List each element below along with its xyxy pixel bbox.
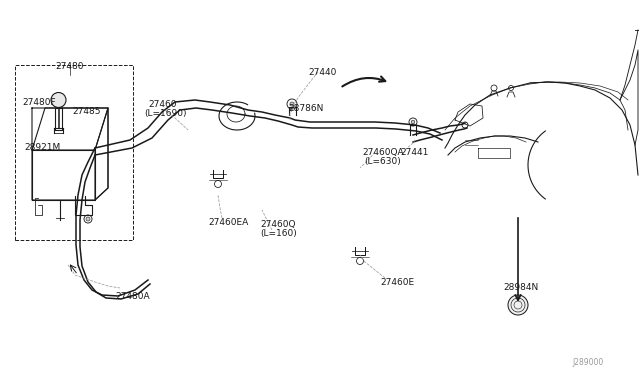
Circle shape bbox=[356, 257, 364, 264]
Text: 27460QA: 27460QA bbox=[362, 148, 404, 157]
Circle shape bbox=[86, 217, 90, 221]
Circle shape bbox=[287, 99, 297, 109]
Text: 28921M: 28921M bbox=[24, 143, 60, 152]
Circle shape bbox=[214, 180, 221, 187]
Circle shape bbox=[491, 85, 497, 91]
Text: (L=630): (L=630) bbox=[364, 157, 401, 166]
Circle shape bbox=[462, 122, 468, 128]
Text: 27480A: 27480A bbox=[115, 292, 150, 301]
Text: 28984N: 28984N bbox=[503, 283, 538, 292]
Text: J289000: J289000 bbox=[572, 358, 604, 367]
Text: 28786N: 28786N bbox=[288, 104, 323, 113]
Circle shape bbox=[509, 86, 513, 90]
Text: 27440: 27440 bbox=[308, 68, 337, 77]
Text: (L=1690): (L=1690) bbox=[144, 109, 186, 118]
Text: 27460Q: 27460Q bbox=[260, 220, 296, 229]
Circle shape bbox=[290, 102, 294, 106]
Text: 27485: 27485 bbox=[72, 107, 100, 116]
Circle shape bbox=[508, 295, 528, 315]
Bar bbox=[15, 65, 133, 240]
Circle shape bbox=[51, 93, 66, 108]
Circle shape bbox=[84, 215, 92, 223]
Text: 27460E: 27460E bbox=[380, 278, 414, 287]
Circle shape bbox=[409, 118, 417, 126]
Text: (L=160): (L=160) bbox=[260, 229, 297, 238]
Text: 27441: 27441 bbox=[400, 148, 428, 157]
Text: 27480: 27480 bbox=[55, 62, 83, 71]
Text: 27480F: 27480F bbox=[22, 98, 56, 107]
Text: 27460: 27460 bbox=[148, 100, 177, 109]
Circle shape bbox=[411, 120, 415, 124]
FancyArrowPatch shape bbox=[342, 77, 385, 86]
Text: 27460EA: 27460EA bbox=[208, 218, 248, 227]
